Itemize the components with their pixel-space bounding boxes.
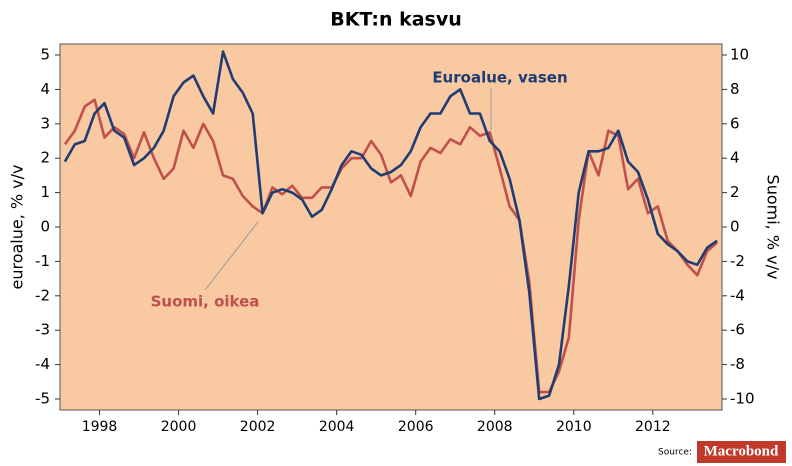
y-tick-label: 1 [40, 183, 50, 201]
y-tick-label: -5 [35, 389, 50, 407]
x-tick-label: 2008 [477, 419, 513, 435]
y-axis-label: euroalue, % v/v [8, 164, 27, 289]
logo-box [697, 441, 786, 463]
y2-tick-label: -6 [730, 321, 745, 339]
y-tick-label: -4 [35, 355, 50, 373]
y2-tick-label: -8 [730, 355, 745, 373]
leader-line [204, 221, 259, 291]
y2-axis-label: Suomi, % v/v [764, 175, 783, 280]
y-tick-label: -2 [35, 286, 50, 304]
x-tick-label: 2010 [556, 419, 592, 435]
y-tick-label: 5 [40, 46, 50, 64]
y2-tick-label: -4 [730, 286, 745, 304]
series-annotation: Suomi, oikea [151, 293, 260, 311]
y-tick-label: -1 [35, 252, 50, 270]
y-tick-label: 3 [40, 114, 50, 132]
y2-tick-label: 4 [730, 149, 740, 167]
y-tick-label: -3 [35, 321, 50, 339]
y2-tick-label: -2 [730, 252, 745, 270]
chart-title: BKT:n kasvu [330, 9, 462, 31]
y2-tick-label: 6 [730, 114, 740, 132]
y-tick-label: 0 [40, 218, 50, 236]
y-tick-label: 4 [40, 80, 50, 98]
y2-tick-label: 8 [730, 80, 740, 98]
source-label: Source: [658, 448, 692, 458]
x-tick-label: 2002 [240, 419, 276, 435]
series-annotation: Euroalue, vasen [432, 69, 567, 87]
x-tick-label: 1998 [82, 419, 118, 435]
logo: Macrobond [704, 443, 779, 459]
plot-area [59, 43, 723, 411]
y2-tick-label: 2 [730, 183, 740, 201]
y-tick-label: 2 [40, 149, 50, 167]
x-tick-label: 2004 [319, 419, 355, 435]
x-tick-label: 2006 [398, 419, 434, 435]
y2-tick-label: 10 [730, 46, 749, 64]
y2-tick-label: 0 [730, 218, 740, 236]
x-tick-label: 2000 [161, 419, 197, 435]
y2-tick-label: -10 [730, 389, 755, 407]
series-line [63, 50, 718, 401]
x-tick-label: 2012 [635, 419, 671, 435]
series-line [63, 98, 718, 394]
